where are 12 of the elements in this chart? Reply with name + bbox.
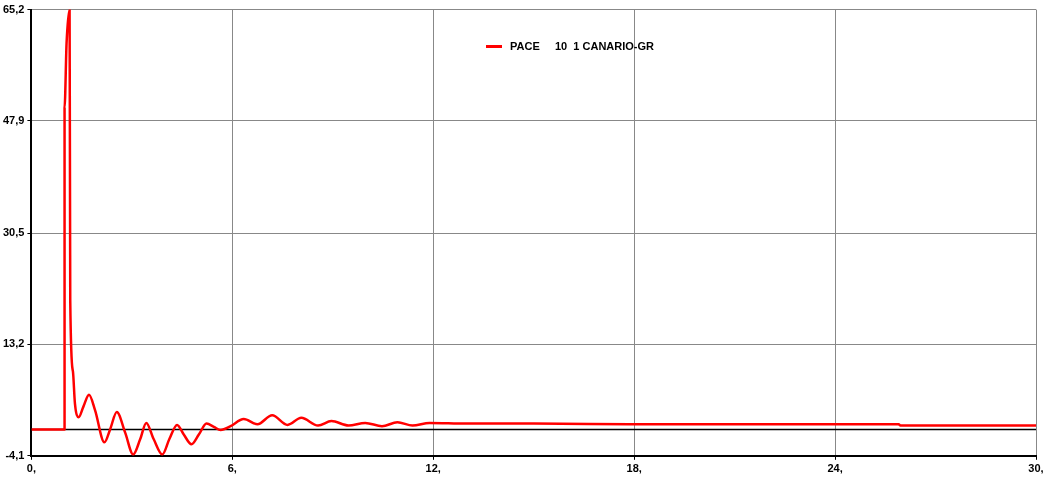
y-tick-label: 13,2 — [2, 337, 25, 350]
x-tick-label: 12, — [425, 462, 441, 475]
x-tick-label: 30, — [1028, 462, 1044, 475]
x-tick-label: 0, — [26, 462, 36, 475]
x-tick-label: 18, — [626, 462, 642, 475]
y-tick-label: 47,9 — [2, 114, 25, 127]
x-tick-label: 24, — [827, 462, 843, 475]
y-tick-label: 65,2 — [2, 2, 25, 15]
y-tick-label: 30,5 — [2, 226, 25, 239]
legend-label: PACE 10 1 CANARIO-GR — [509, 40, 655, 52]
y-tick-label: -4,1 — [5, 448, 25, 461]
x-tick-label: 6, — [227, 462, 237, 475]
